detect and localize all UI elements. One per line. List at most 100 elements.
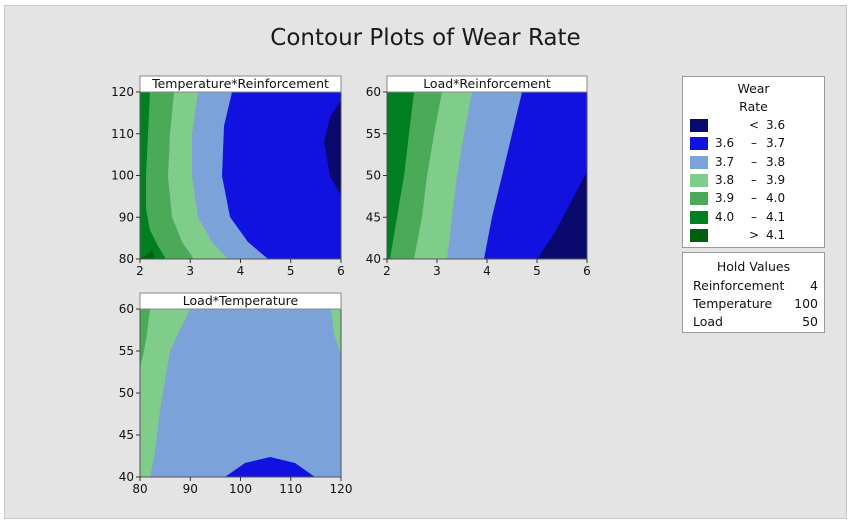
y-tick-label: 45: [366, 210, 381, 224]
legend-high: 3.8: [766, 154, 786, 169]
panel-load-temperature: Load*Temperature 40 45 50 55 60 80 90 100 110 12…: [119, 292, 352, 496]
y-tick-label: 110: [111, 127, 134, 141]
main-title: Contour Plots of Wear Rate: [270, 25, 581, 51]
x-tick-label: 80: [132, 482, 147, 496]
region-3.6-3.7-core: [250, 92, 341, 259]
hold-name: Temperature: [693, 296, 773, 311]
y-tick-label: 50: [366, 169, 381, 183]
x-tick-labels: 2 3 4 5 6: [383, 259, 591, 278]
legend-high: 3.9: [766, 172, 786, 187]
x-tick-labels: 80 90 100 110 120: [132, 477, 352, 496]
legend: Wear Rate <3.6 3.6–3.7 3.7–3.8 3.8–3.9 3.9–4…: [682, 76, 825, 248]
hold-value: 50: [802, 314, 818, 329]
panel-title: Load*Reinforcement: [423, 76, 551, 91]
legend-item: 3.7 –3.8: [690, 155, 820, 171]
hold-row: Load 50: [693, 314, 818, 331]
legend-high: 4.0: [766, 191, 786, 206]
legend-item: 4.0 –4.1: [690, 210, 820, 226]
hold-values-box: Hold Values Reinforcement 4 Temperature …: [682, 252, 825, 333]
hold-name: Reinforcement: [693, 278, 785, 293]
y-tick-label: 80: [119, 252, 134, 266]
x-tick-label: 2: [383, 264, 391, 278]
hold-row: Reinforcement 4: [693, 278, 818, 295]
legend-swatch: [690, 228, 708, 242]
y-tick-label: 45: [119, 428, 134, 442]
y-tick-label: 40: [119, 470, 134, 484]
region-3.6-3.7: [225, 457, 315, 477]
region-3.8-3.9: [140, 309, 190, 477]
x-tick-label: 4: [483, 264, 491, 278]
legend-low: 3.6: [715, 136, 735, 151]
legend-high: 3.6: [766, 118, 786, 132]
x-tick-label: 120: [330, 482, 353, 496]
x-tick-label: 6: [337, 264, 345, 278]
legend-swatch: [690, 137, 708, 151]
legend-operator: –: [751, 136, 757, 151]
legend-high: 4.1: [766, 227, 786, 242]
legend-swatch: [690, 192, 708, 206]
hold-row: Temperature 100: [693, 296, 818, 313]
panel-title-box: [139, 75, 342, 93]
y-tick-label: 55: [119, 344, 134, 358]
legend-operator: –: [751, 172, 757, 187]
x-tick-labels: 2 3 4 5 6: [136, 259, 345, 278]
panel-temperature-reinforcement: Temperature*Reinforcement 8090100110120 …: [111, 75, 345, 278]
legend-title: Wear: [737, 81, 770, 96]
region-gt-4.1: [140, 248, 154, 259]
x-tick-label: 100: [229, 482, 252, 496]
x-tick-label: 4: [237, 264, 245, 278]
legend-low: 3.9: [715, 191, 735, 206]
legend-item: 3.9 –4.0: [690, 191, 820, 207]
y-tick-labels: 40 45 50 55 60: [366, 85, 387, 266]
x-tick-label: 3: [433, 264, 441, 278]
x-tick-label: 2: [136, 264, 144, 278]
x-tick-label: 6: [583, 264, 591, 278]
y-tick-label: 60: [119, 302, 134, 316]
hold-value: 100: [794, 296, 818, 311]
legend-item: <3.6: [690, 118, 820, 134]
x-tick-label: 3: [186, 264, 194, 278]
legend-swatch: [690, 210, 708, 224]
y-tick-label: 90: [119, 210, 134, 224]
legend-low: 3.7: [715, 154, 735, 169]
x-tick-label: 5: [287, 264, 295, 278]
y-tick-label: 120: [111, 85, 134, 99]
legend-operator: –: [751, 154, 757, 169]
y-tick-label: 40: [366, 252, 381, 266]
hold-values-title: Hold Values: [716, 259, 791, 274]
legend-subtitle: Rate: [739, 99, 768, 114]
legend-operator: >: [748, 227, 760, 242]
x-tick-label: 5: [533, 264, 541, 278]
y-tick-label: 100: [111, 169, 134, 183]
y-tick-label: 55: [366, 127, 381, 141]
legend-item: >4.1: [690, 228, 820, 244]
panel-title-box: [139, 292, 342, 310]
region-lt-3.6: [537, 171, 587, 259]
y-tick-labels: 40 45 50 55 60: [119, 302, 140, 484]
legend-swatch: [690, 155, 708, 169]
hold-value: 4: [810, 278, 818, 293]
legend-low: 4.0: [715, 209, 735, 224]
legend-high: 3.7: [766, 136, 786, 151]
y-tick-label: 60: [366, 85, 381, 99]
panel-title: Load*Temperature: [183, 293, 299, 308]
legend-high: 4.1: [766, 209, 786, 224]
region-3.8-3.9: [331, 309, 341, 355]
panel-title: Temperature*Reinforcement: [151, 76, 329, 91]
y-tick-label: 50: [119, 386, 134, 400]
x-tick-label: 110: [279, 482, 302, 496]
legend-swatch: [690, 119, 708, 132]
legend-operator: –: [751, 209, 757, 224]
legend-item: 3.8 –3.9: [690, 173, 820, 189]
panel-title-box: [386, 75, 588, 93]
legend-operator: –: [751, 191, 757, 206]
region-3.6-3.7: [484, 92, 587, 259]
legend-swatch: [690, 173, 708, 187]
region-3.9-4.0: [140, 309, 150, 368]
x-tick-label: 90: [183, 482, 198, 496]
legend-low: 3.8: [715, 172, 735, 187]
y-tick-labels: 80 90 100 110 120: [111, 85, 140, 266]
hold-name: Load: [693, 314, 723, 329]
